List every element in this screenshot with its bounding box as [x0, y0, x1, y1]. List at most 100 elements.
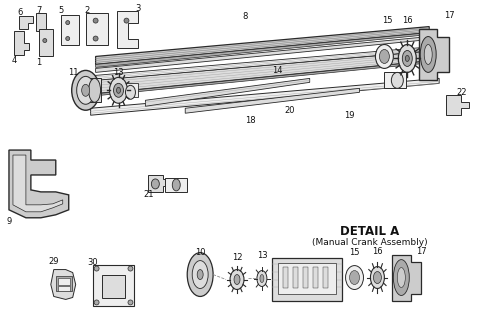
Ellipse shape	[371, 267, 384, 288]
Text: 12: 12	[232, 253, 242, 262]
Text: 15: 15	[382, 16, 393, 25]
Bar	[272, 258, 342, 301]
Text: 2: 2	[84, 6, 89, 15]
Ellipse shape	[94, 300, 99, 305]
Ellipse shape	[117, 87, 120, 93]
Bar	[293, 267, 298, 288]
Text: 13: 13	[113, 68, 124, 77]
Bar	[58, 286, 70, 291]
Ellipse shape	[349, 271, 360, 284]
Text: 17: 17	[444, 11, 455, 20]
Ellipse shape	[72, 70, 99, 110]
Ellipse shape	[346, 266, 363, 289]
Polygon shape	[13, 155, 63, 212]
Text: 11: 11	[69, 68, 79, 77]
Text: 7: 7	[36, 6, 42, 15]
Text: 29: 29	[48, 257, 59, 266]
Ellipse shape	[187, 253, 213, 296]
Ellipse shape	[398, 45, 416, 72]
Text: 5: 5	[58, 6, 63, 15]
Ellipse shape	[82, 84, 90, 96]
Text: 14: 14	[273, 66, 283, 75]
Bar	[120, 83, 138, 97]
Ellipse shape	[373, 271, 382, 283]
Bar	[384, 72, 406, 88]
Ellipse shape	[128, 300, 133, 305]
Bar	[85, 13, 108, 45]
Ellipse shape	[424, 45, 432, 64]
Bar	[89, 78, 101, 102]
Ellipse shape	[379, 50, 389, 63]
Bar	[36, 13, 46, 31]
Text: 21: 21	[143, 190, 154, 199]
Bar	[39, 29, 53, 57]
Text: 19: 19	[344, 111, 355, 120]
Ellipse shape	[230, 270, 244, 289]
Ellipse shape	[375, 45, 393, 68]
Polygon shape	[91, 61, 434, 96]
Ellipse shape	[77, 76, 95, 104]
Polygon shape	[96, 47, 434, 80]
Text: 30: 30	[87, 258, 98, 267]
Bar	[93, 265, 134, 306]
Ellipse shape	[260, 274, 264, 282]
Text: 20: 20	[285, 106, 295, 115]
Ellipse shape	[197, 270, 203, 279]
Text: DETAIL A: DETAIL A	[340, 225, 399, 238]
Ellipse shape	[192, 261, 208, 288]
Text: 4: 4	[12, 56, 17, 65]
Ellipse shape	[420, 37, 436, 72]
Polygon shape	[145, 78, 310, 106]
Ellipse shape	[114, 83, 123, 97]
Polygon shape	[419, 29, 449, 80]
Text: (Manual Crank Assembly): (Manual Crank Assembly)	[312, 238, 427, 247]
Text: 17: 17	[416, 247, 427, 256]
Ellipse shape	[66, 21, 70, 25]
Bar	[165, 178, 187, 192]
Ellipse shape	[43, 39, 47, 43]
Polygon shape	[96, 27, 429, 64]
Bar	[102, 274, 125, 298]
Bar	[56, 275, 72, 291]
Ellipse shape	[89, 78, 101, 102]
Ellipse shape	[66, 37, 70, 41]
Polygon shape	[96, 37, 429, 72]
Ellipse shape	[93, 36, 98, 41]
Polygon shape	[9, 150, 69, 218]
Polygon shape	[117, 11, 138, 49]
Polygon shape	[185, 88, 360, 113]
Text: 6: 6	[17, 8, 23, 17]
Polygon shape	[148, 175, 175, 192]
Bar	[283, 267, 288, 288]
Polygon shape	[91, 51, 434, 94]
Ellipse shape	[125, 85, 135, 99]
Text: 22: 22	[457, 88, 468, 97]
Text: 16: 16	[372, 247, 383, 256]
Text: 15: 15	[349, 248, 360, 257]
Ellipse shape	[402, 51, 412, 66]
Ellipse shape	[124, 18, 129, 23]
Ellipse shape	[234, 274, 240, 284]
Text: 1: 1	[36, 58, 41, 67]
Ellipse shape	[391, 72, 403, 88]
Polygon shape	[19, 16, 33, 29]
Polygon shape	[51, 270, 76, 299]
Polygon shape	[14, 31, 29, 56]
Polygon shape	[392, 255, 421, 301]
Text: 18: 18	[245, 116, 255, 125]
Bar	[278, 263, 336, 294]
Polygon shape	[446, 95, 469, 115]
Ellipse shape	[405, 56, 409, 62]
Ellipse shape	[257, 271, 267, 286]
Text: 9: 9	[6, 217, 12, 226]
Ellipse shape	[94, 266, 99, 271]
Ellipse shape	[393, 260, 409, 295]
Polygon shape	[96, 33, 429, 67]
Text: 13: 13	[258, 251, 268, 260]
Ellipse shape	[151, 179, 159, 189]
Ellipse shape	[397, 268, 405, 287]
Ellipse shape	[109, 77, 128, 103]
Ellipse shape	[172, 179, 180, 191]
Text: 8: 8	[242, 12, 248, 21]
Bar	[61, 15, 79, 45]
